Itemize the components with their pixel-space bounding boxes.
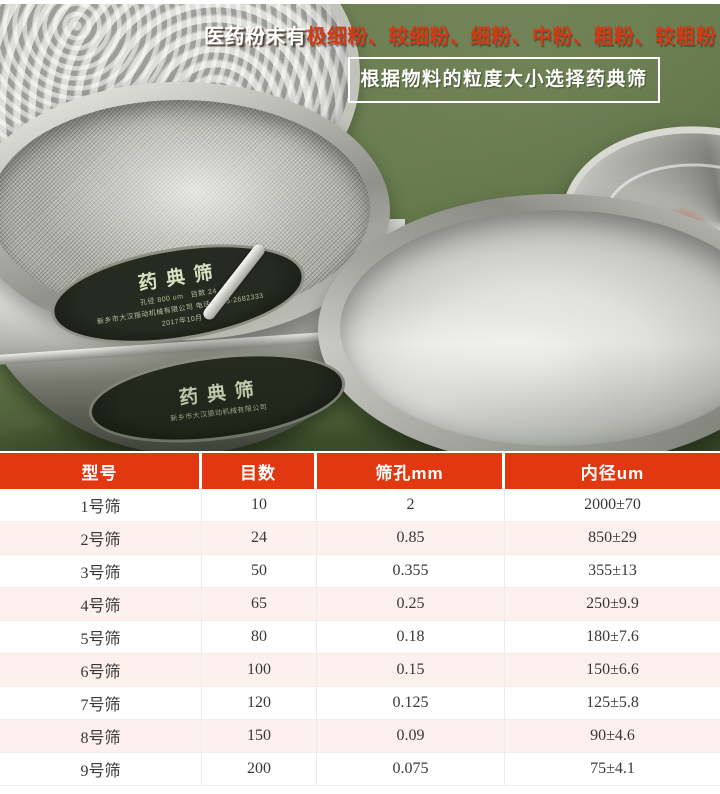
cell-mesh-count: 100 [202, 654, 317, 687]
cell-diameter: 180±7.6 [505, 621, 720, 654]
cell-diameter: 2000±70 [505, 489, 720, 522]
cell-mesh-count: 10 [202, 489, 317, 522]
table-row: 5号筛 80 0.18 180±7.6 [0, 621, 720, 654]
table-row: 4号筛 65 0.25 250±9.9 [0, 588, 720, 621]
cell-aperture: 0.25 [317, 588, 505, 621]
cell-aperture: 0.355 [317, 555, 505, 588]
cell-mesh-count: 120 [202, 687, 317, 720]
sieve-mesh [0, 100, 370, 318]
cell-aperture: 0.125 [317, 687, 505, 720]
cell-model: 7号筛 [0, 687, 202, 720]
cell-mesh-count: 65 [202, 588, 317, 621]
headline-powder-grades: 极细粉、较细粉、细粉、中粉、粗粉、较粗粉 [306, 26, 717, 48]
header-inner-diameter-um: 内径um [505, 453, 720, 489]
header-model: 型号 [0, 453, 202, 489]
table-row: 3号筛 50 0.355 355±13 [0, 555, 720, 588]
sieve-spec-table: 型号 目数 筛孔mm 内径um 1号筛 10 2 2000±70 2号筛 24 … [0, 453, 720, 786]
product-photo: 药典筛 孔径 800 um 目数 24 新乡市大汉振动机械有限公司 电话:037… [0, 4, 720, 451]
cell-aperture: 0.075 [317, 753, 505, 786]
headline-prefix: 医药粉末有 [204, 26, 307, 48]
table-row: 2号筛 24 0.85 850±29 [0, 522, 720, 555]
cell-mesh-count: 50 [202, 555, 317, 588]
cell-model: 1号筛 [0, 489, 202, 522]
spec-table-section: 型号 目数 筛孔mm 内径um 1号筛 10 2 2000±70 2号筛 24 … [0, 453, 720, 786]
header-mesh-count: 目数 [202, 453, 317, 489]
cell-mesh-count: 24 [202, 522, 317, 555]
selection-banner: 根据物料的粒度大小选择药典筛 [348, 57, 660, 103]
cell-mesh-count: 200 [202, 753, 317, 786]
cell-model: 5号筛 [0, 621, 202, 654]
cell-model: 6号筛 [0, 654, 202, 687]
table-row: 1号筛 10 2 2000±70 [0, 489, 720, 522]
cell-model: 9号筛 [0, 753, 202, 786]
table-row: 9号筛 200 0.075 75±4.1 [0, 753, 720, 786]
table-header-row: 型号 目数 筛孔mm 内径um [0, 453, 720, 489]
cell-model: 8号筛 [0, 720, 202, 753]
cell-diameter: 125±5.8 [505, 687, 720, 720]
cell-mesh-count: 150 [202, 720, 317, 753]
cell-aperture: 0.15 [317, 654, 505, 687]
cell-diameter: 250±9.9 [505, 588, 720, 621]
cell-aperture: 0.18 [317, 621, 505, 654]
cell-diameter: 850±29 [505, 522, 720, 555]
cell-model: 3号筛 [0, 555, 202, 588]
cell-diameter: 355±13 [505, 555, 720, 588]
cell-mesh-count: 80 [202, 621, 317, 654]
table-row: 8号筛 150 0.09 90±4.6 [0, 720, 720, 753]
headline: 医药粉末有极细粉、较细粉、细粉、中粉、粗粉、较粗粉 [204, 20, 717, 49]
cell-aperture: 2 [317, 489, 505, 522]
header-aperture-mm: 筛孔mm [317, 453, 505, 489]
cell-aperture: 0.09 [317, 720, 505, 753]
cell-model: 2号筛 [0, 522, 202, 555]
cell-model: 4号筛 [0, 588, 202, 621]
table-row: 6号筛 100 0.15 150±6.6 [0, 654, 720, 687]
cell-aperture: 0.85 [317, 522, 505, 555]
cell-diameter: 75±4.1 [505, 753, 720, 786]
cell-diameter: 150±6.6 [505, 654, 720, 687]
receiving-pan [318, 194, 720, 451]
cell-diameter: 90±4.6 [505, 720, 720, 753]
table-row: 7号筛 120 0.125 125±5.8 [0, 687, 720, 720]
